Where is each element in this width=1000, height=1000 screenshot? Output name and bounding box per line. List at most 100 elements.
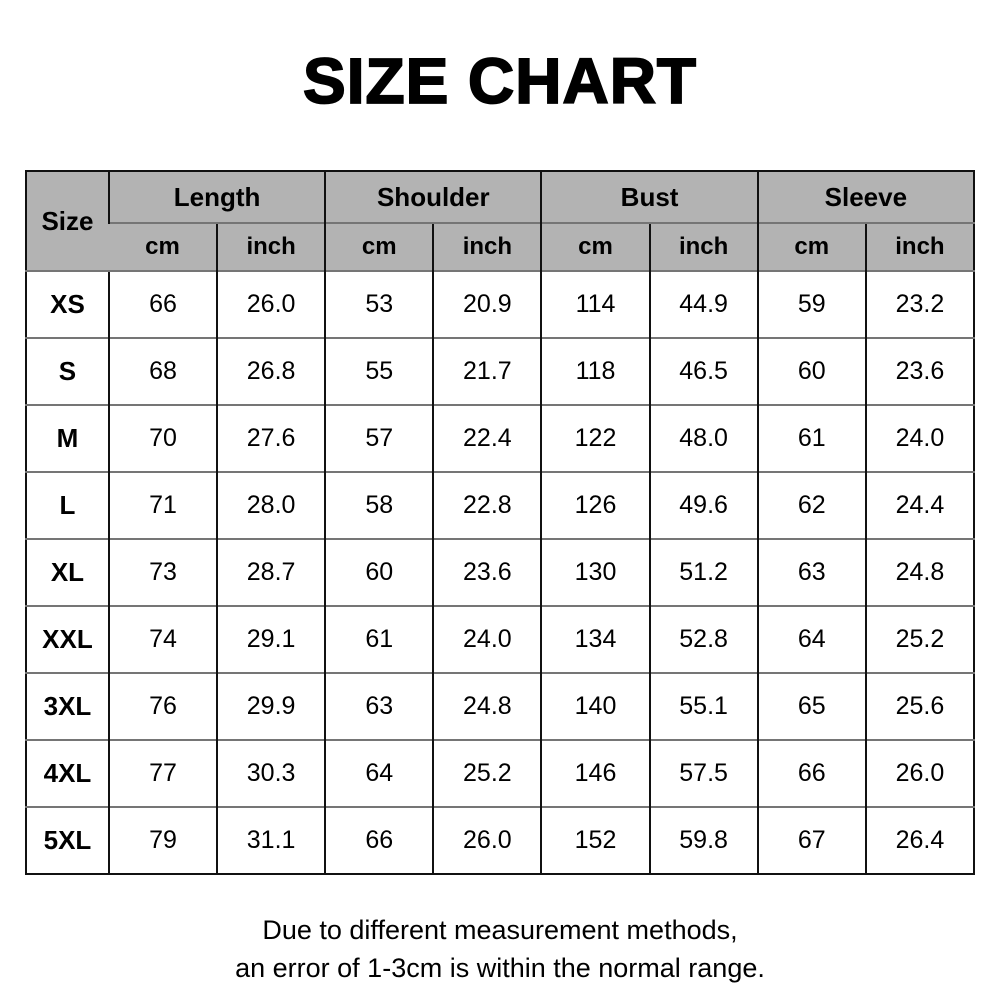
table-row: XL 73 28.7 60 23.6 130 51.2 63 24.8 — [26, 538, 974, 606]
measurement-value: 66 — [756, 739, 866, 807]
page-title: SIZE CHART — [302, 44, 697, 118]
measurement-value: 22.8 — [432, 471, 542, 539]
measurement-value: 60 — [324, 538, 434, 606]
measurement-value: 55.1 — [648, 672, 758, 740]
measurement-value: 62 — [756, 471, 866, 539]
measurement-value: 57.5 — [648, 739, 758, 807]
column-header-sleeve: Sleeve — [756, 171, 974, 223]
measurement-value: 26.0 — [216, 270, 326, 338]
measurement-value: 44.9 — [648, 270, 758, 338]
size-label: 5XL — [26, 806, 109, 874]
measurement-value: 77 — [107, 739, 218, 807]
measurement-value: 71 — [107, 471, 218, 539]
measurement-value: 49.6 — [648, 471, 758, 539]
measurement-value: 126 — [540, 471, 650, 539]
column-header-shoulder: Shoulder — [324, 171, 542, 223]
table-row: S 68 26.8 55 21.7 118 46.5 60 23.6 — [26, 337, 974, 405]
table-row: L 71 28.0 58 22.8 126 49.6 62 24.4 — [26, 471, 974, 539]
measurement-value: 66 — [324, 806, 434, 874]
table-row: 3XL 76 29.9 63 24.8 140 55.1 65 25.6 — [26, 672, 974, 740]
footnote: Due to different measurement methods, an… — [0, 911, 1000, 987]
measurement-value: 63 — [324, 672, 434, 740]
measurement-value: 59 — [756, 270, 866, 338]
table-row: XS 66 26.0 53 20.9 114 44.9 59 23.2 — [26, 270, 974, 338]
table-body: XS 66 26.0 53 20.9 114 44.9 59 23.2 S 68 26.8 55 21.7… — [26, 270, 974, 874]
measurement-value: 31.1 — [216, 806, 326, 874]
size-chart-table: Size Length Shoulder Bust Sleeve cm inch… — [25, 170, 975, 875]
measurement-value: 59.8 — [648, 806, 758, 874]
unit-header-sleeve-inch: inch — [864, 222, 974, 271]
measurement-value: 61 — [324, 605, 434, 673]
measurement-value: 26.0 — [864, 739, 974, 807]
measurement-value: 140 — [540, 672, 650, 740]
table-row: XXL 74 29.1 61 24.0 134 52.8 64 25.2 — [26, 605, 974, 673]
size-label: 4XL — [26, 739, 109, 807]
measurement-value: 21.7 — [432, 337, 542, 405]
footnote-line2: an error of 1-3cm is within the normal r… — [235, 953, 765, 983]
table-header: Size Length Shoulder Bust Sleeve cm inch… — [26, 171, 974, 271]
measurement-value: 66 — [107, 270, 218, 338]
measurement-value: 26.4 — [864, 806, 974, 874]
measurement-value: 24.0 — [864, 404, 974, 472]
units-header-row: cm inch cm inch cm inch cm inch — [26, 222, 974, 271]
unit-header-length-inch: inch — [216, 222, 326, 271]
measurement-value: 64 — [756, 605, 866, 673]
table-row: 4XL 77 30.3 64 25.2 146 57.5 66 26.0 — [26, 739, 974, 807]
measurement-value: 26.8 — [216, 337, 326, 405]
measurement-value: 51.2 — [648, 538, 758, 606]
measurement-value: 28.7 — [216, 538, 326, 606]
measurement-value: 70 — [107, 404, 218, 472]
measurement-value: 79 — [107, 806, 218, 874]
size-label: XXL — [26, 605, 109, 673]
measurement-value: 130 — [540, 538, 650, 606]
column-header-bust: Bust — [540, 171, 758, 223]
measurement-value: 28.0 — [216, 471, 326, 539]
table-row: 5XL 79 31.1 66 26.0 152 59.8 67 26.4 — [26, 806, 974, 874]
table-row: M 70 27.6 57 22.4 122 48.0 61 24.0 — [26, 404, 974, 472]
measurement-value: 114 — [540, 270, 650, 338]
measurement-value: 63 — [756, 538, 866, 606]
unit-header-bust-cm: cm — [540, 222, 650, 271]
measurement-value: 29.1 — [216, 605, 326, 673]
measurement-value: 29.9 — [216, 672, 326, 740]
measurement-value: 23.6 — [864, 337, 974, 405]
measurement-value: 146 — [540, 739, 650, 807]
measurement-value: 22.4 — [432, 404, 542, 472]
measurement-value: 26.0 — [432, 806, 542, 874]
measurement-value: 53 — [324, 270, 434, 338]
size-label: S — [26, 337, 109, 405]
measurement-value: 68 — [107, 337, 218, 405]
measurement-value: 30.3 — [216, 739, 326, 807]
group-header-row: Size Length Shoulder Bust Sleeve — [26, 171, 974, 271]
measurement-value: 55 — [324, 337, 434, 405]
measurement-value: 23.6 — [432, 538, 542, 606]
measurement-value: 152 — [540, 806, 650, 874]
measurement-value: 20.9 — [432, 270, 542, 338]
measurement-value: 60 — [756, 337, 866, 405]
measurement-value: 23.2 — [864, 270, 974, 338]
size-label: L — [26, 471, 109, 539]
measurement-value: 25.2 — [432, 739, 542, 807]
measurement-value: 134 — [540, 605, 650, 673]
measurement-value: 61 — [756, 404, 866, 472]
measurement-value: 24.0 — [432, 605, 542, 673]
measurement-value: 122 — [540, 404, 650, 472]
measurement-value: 64 — [324, 739, 434, 807]
measurement-value: 74 — [107, 605, 218, 673]
measurement-value: 46.5 — [648, 337, 758, 405]
measurement-value: 67 — [756, 806, 866, 874]
footnote-line1: Due to different measurement methods, — [262, 915, 738, 945]
size-label: XL — [26, 538, 109, 606]
size-label: 3XL — [26, 672, 109, 740]
size-label: M — [26, 404, 109, 472]
column-header-size: Size — [26, 171, 109, 271]
column-header-length: Length — [107, 171, 326, 223]
measurement-value: 24.8 — [432, 672, 542, 740]
measurement-value: 25.2 — [864, 605, 974, 673]
measurement-value: 118 — [540, 337, 650, 405]
unit-header-bust-inch: inch — [648, 222, 758, 271]
size-label: XS — [26, 270, 109, 338]
measurement-value: 76 — [107, 672, 218, 740]
measurement-value: 24.4 — [864, 471, 974, 539]
measurement-value: 24.8 — [864, 538, 974, 606]
